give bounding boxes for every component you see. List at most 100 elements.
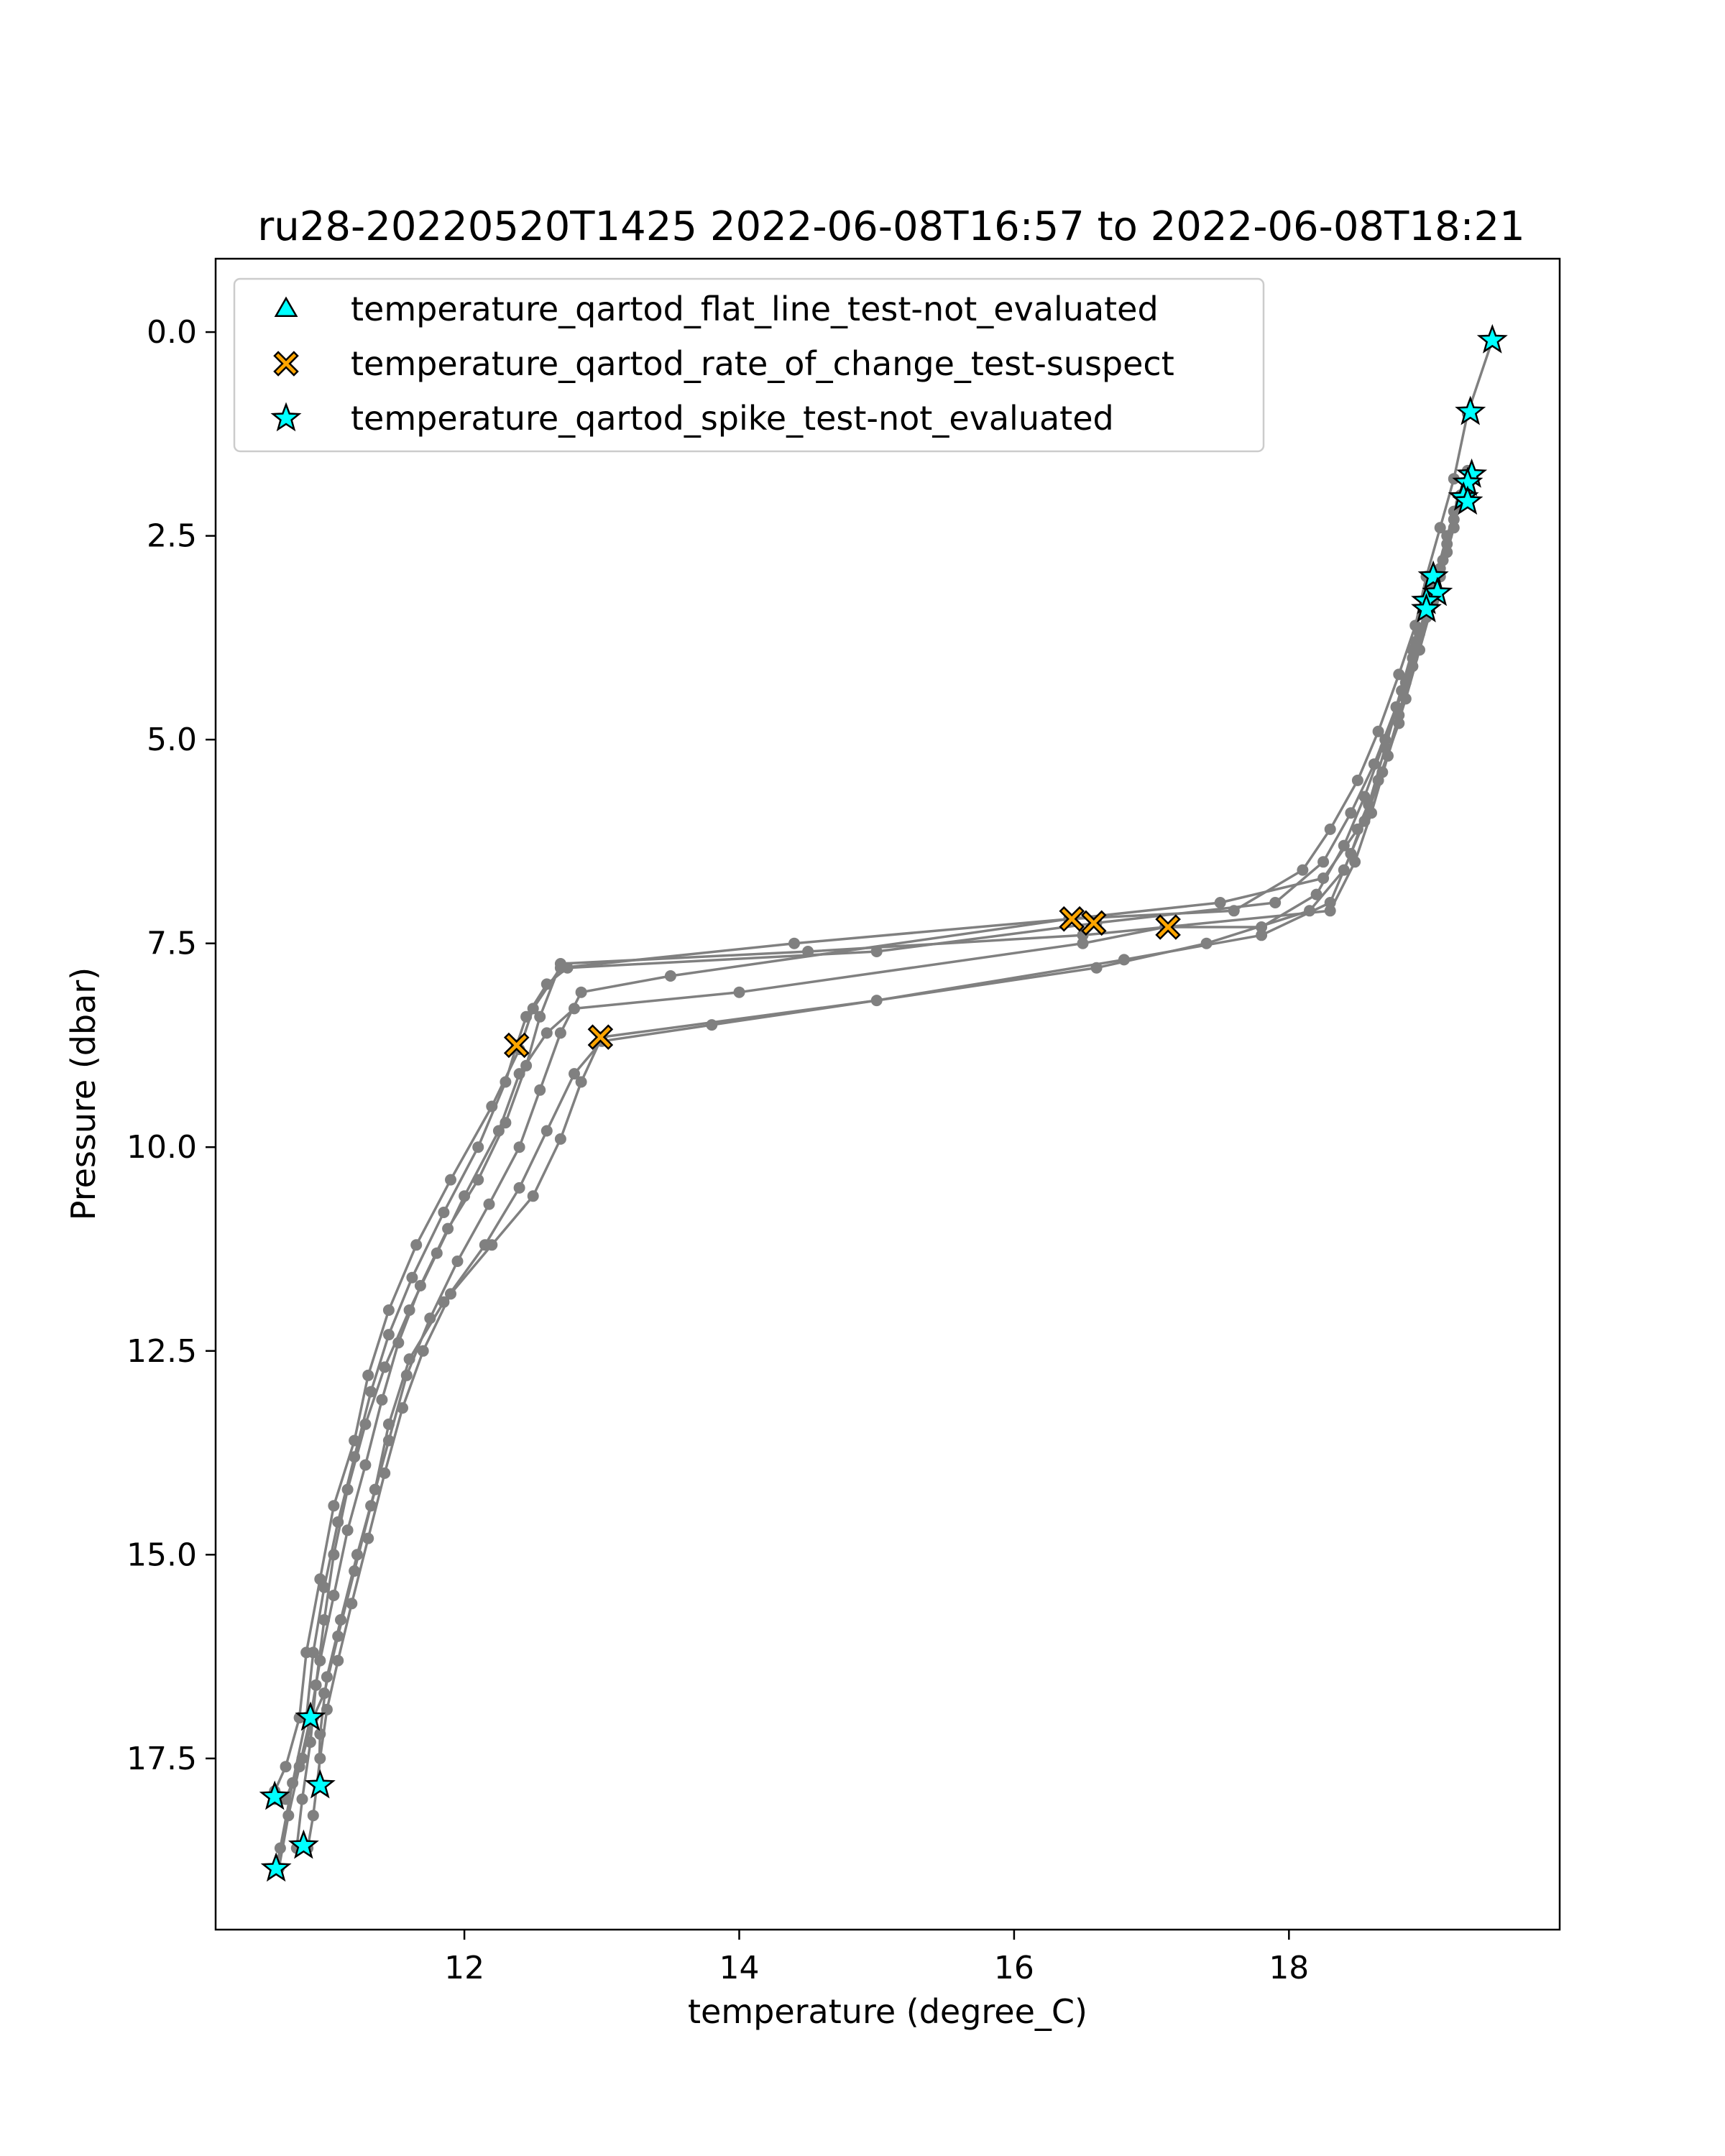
profile-point: [296, 1793, 308, 1805]
spike-test-marker: [295, 1701, 326, 1731]
legend-label: temperature_qartod_rate_of_change_test-s…: [351, 344, 1174, 383]
legend-x-icon: [273, 351, 299, 377]
profile-point: [445, 1288, 456, 1300]
profile-point: [328, 1500, 340, 1512]
spike-test-marker: [259, 1780, 290, 1810]
profile-point: [802, 946, 814, 957]
profile-point: [451, 1256, 464, 1267]
profile-point: [1351, 823, 1363, 835]
profile-point: [1077, 937, 1089, 949]
profile-point: [1366, 807, 1377, 819]
profile-point: [282, 1810, 295, 1822]
spike-test-marker: [1455, 395, 1486, 425]
profile-point: [1434, 522, 1446, 534]
profile-point: [332, 1654, 344, 1667]
profile-point: [870, 995, 883, 1007]
profile-point: [442, 1222, 454, 1235]
y-tick-label: 12.5: [126, 1333, 197, 1370]
spike-test-marker: [288, 1829, 319, 1859]
profile-point: [540, 978, 553, 990]
profile-point: [392, 1337, 405, 1349]
profile-point: [379, 1361, 391, 1373]
legend-box: [233, 277, 1265, 453]
profile-point: [1372, 725, 1384, 737]
profile-point: [569, 1068, 580, 1080]
x-tick-label: 16: [994, 1950, 1034, 1986]
profile-point: [1214, 897, 1226, 908]
profile-point: [1368, 758, 1380, 770]
y-axis-label: Pressure (dbar): [64, 967, 103, 1220]
profile-point: [341, 1524, 354, 1537]
profile-point: [1349, 856, 1361, 868]
spike-test-marker: [304, 1769, 336, 1799]
profile-point: [527, 1190, 539, 1202]
spike-test-marker: [1452, 485, 1484, 515]
axis-ticks-layer: 12 14 16 18 0.0 2.5 5.0 7.5 10.0 12.5 15.0 17.5: [126, 314, 1309, 1986]
profile-point: [1345, 807, 1357, 819]
profile-point: [483, 1198, 495, 1210]
profile-point: [346, 1598, 358, 1610]
profile-point: [534, 1010, 546, 1023]
profile-line: [275, 527, 1455, 1801]
y-tick-label: 17.5: [126, 1741, 197, 1777]
profile-point: [321, 1703, 333, 1715]
profile-point: [1324, 823, 1336, 835]
spike-test-marker: [1476, 323, 1508, 354]
profile-point: [417, 1345, 429, 1357]
profile-point: [296, 1752, 308, 1764]
rate-of-change-marker: [1059, 906, 1085, 932]
profile-point: [307, 1646, 319, 1659]
legend: temperature_qartod_flat_line_test-not_ev…: [233, 277, 1265, 453]
spike-test-marker: [260, 1852, 292, 1882]
profile-point: [318, 1687, 331, 1700]
profile-point: [382, 1304, 395, 1316]
profile-point: [1317, 856, 1330, 868]
rate-of-change-marker: [1081, 910, 1107, 936]
profile-point: [365, 1500, 377, 1512]
profile-point: [280, 1761, 292, 1773]
y-tick-label: 10.0: [126, 1129, 197, 1166]
profile-point: [1118, 954, 1130, 966]
y-tick-label: 5.0: [147, 722, 197, 758]
chart-title: ru28-20220520T1425 2022-06-08T16:57 to 2…: [257, 203, 1524, 250]
profile-point: [1256, 929, 1268, 941]
profile-point: [362, 1532, 374, 1544]
profiles-layer: [269, 334, 1499, 1874]
profile-point: [1317, 872, 1330, 884]
profile-point: [472, 1174, 484, 1186]
x-tick-label: 12: [444, 1950, 484, 1986]
profile-point: [554, 1133, 566, 1145]
profile-point: [534, 1084, 546, 1096]
flagged-markers-layer: [259, 323, 1508, 1882]
profile-point: [318, 1581, 331, 1593]
profile-point: [332, 1516, 344, 1528]
legend-triangle-icon: [274, 296, 298, 318]
profile-point: [382, 1434, 395, 1447]
profile-point: [307, 1810, 319, 1822]
profile-point: [382, 1329, 395, 1341]
profile-point: [406, 1271, 418, 1284]
profile-point: [400, 1369, 413, 1381]
rate-of-change-marker: [503, 1032, 530, 1059]
profile-point: [359, 1459, 372, 1471]
rate-of-change-marker: [587, 1024, 614, 1050]
profile-point: [1297, 864, 1309, 876]
x-tick-label: 18: [1269, 1950, 1309, 1986]
profile-point: [472, 1141, 484, 1153]
profile-point: [733, 986, 745, 998]
profile-point: [349, 1565, 361, 1577]
profile-point: [540, 1027, 553, 1039]
profile-point: [554, 1027, 566, 1039]
profile-point: [1324, 905, 1336, 917]
profile-point: [365, 1386, 377, 1398]
profile-point: [314, 1654, 326, 1667]
profile-point: [664, 970, 676, 982]
y-tick-label: 2.5: [147, 518, 197, 555]
profile-point: [500, 1076, 512, 1088]
profile-point: [1372, 774, 1384, 786]
profile-point: [575, 1076, 587, 1088]
spike-test-marker: [1417, 560, 1449, 590]
profile-point: [414, 1280, 426, 1291]
profile-point: [554, 958, 566, 969]
